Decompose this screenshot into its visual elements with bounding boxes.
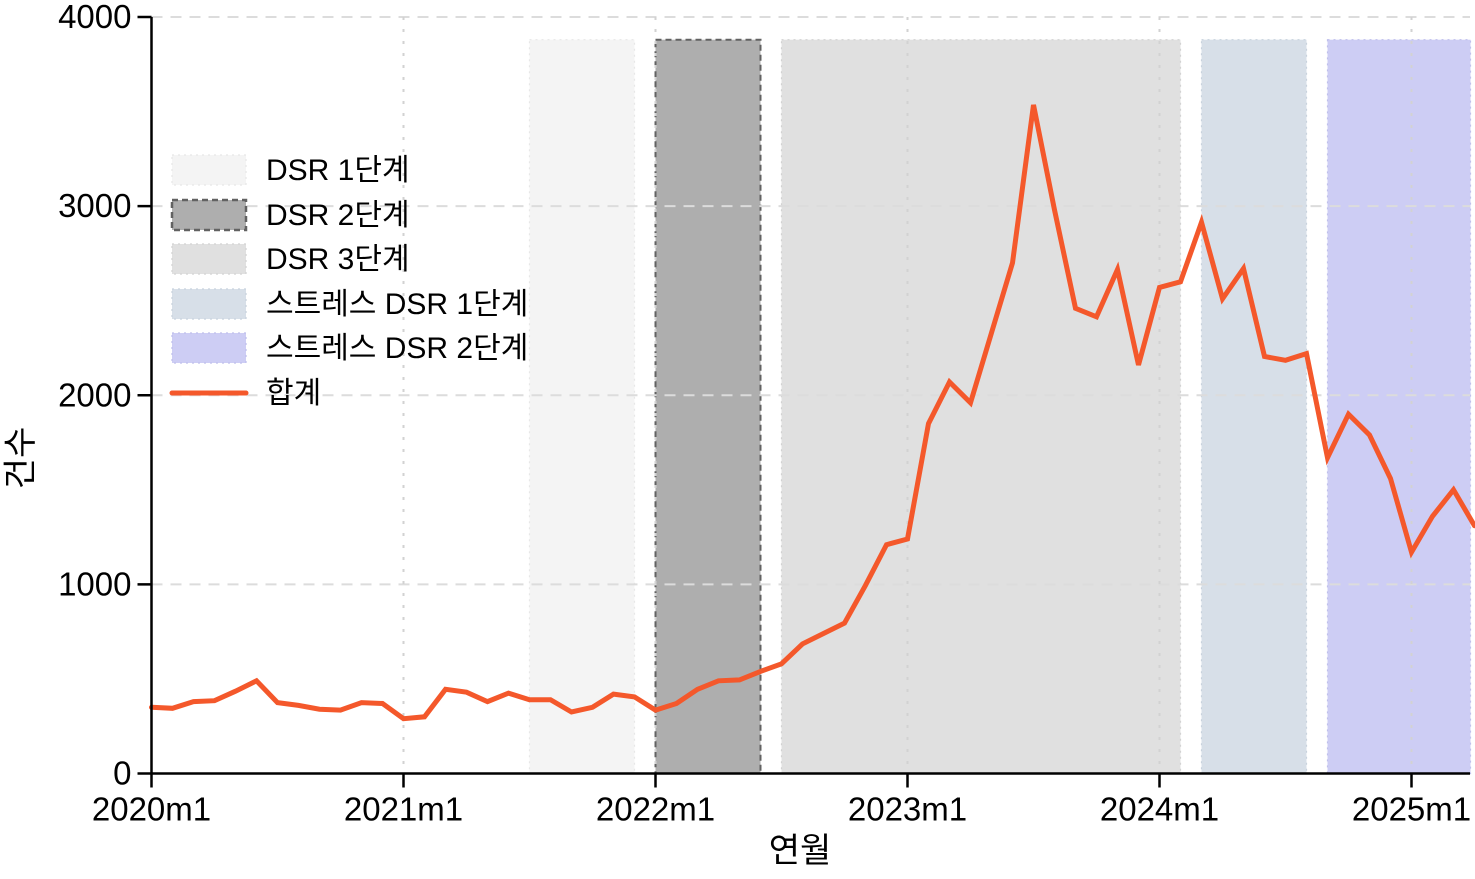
legend-entry-dsr-2: DSR 2단계 [170,198,410,232]
legend-swatch-dsr-1 [171,154,247,186]
legend-entry-stress-dsr-1: 스트레스 DSR 1단계 [171,288,528,321]
gridlines [151,16,1470,774]
x-axis-title: 연월 [769,832,832,870]
x-tick-label-2023m1: 2023m1 [848,791,967,828]
legend-swatch-stress-dsr-1 [171,288,247,320]
legend-entry-total: 합계 [169,377,321,410]
y-tick-label-3000: 3000 [58,187,131,224]
legend-label: DSR 3단계 [266,243,410,276]
x-tick-label-2025m1: 2025m1 [1352,791,1471,828]
band-stress-dsr-2 [1326,39,1472,775]
y-tick-label-4000: 4000 [58,0,131,35]
band-dsr-1 [528,39,636,775]
y-axis-title: 건수 [2,427,40,490]
legend-entry-dsr-3: DSR 3단계 [171,243,410,276]
y-tick-label-2000: 2000 [58,376,131,413]
x-tick-label-2024m1: 2024m1 [1100,791,1219,828]
legend-swatch-stress-dsr-2 [171,332,247,364]
legend-entry-dsr-1: DSR 1단계 [171,154,410,187]
legend-swatch-dsr-2 [170,198,248,232]
y-tick-label-0: 0 [113,755,131,792]
x-tick-label-2020m1: 2020m1 [92,791,211,828]
policy-bands [528,38,1472,775]
total-series-line [149,104,1475,722]
x-tick-label-2021m1: 2021m1 [344,791,463,828]
legend-entry-stress-dsr-2: 스트레스 DSR 2단계 [171,332,528,365]
legend-label: 스트레스 DSR 2단계 [266,332,528,365]
band-stress-dsr-1 [1200,39,1308,775]
legend-label: DSR 2단계 [266,199,410,232]
band-dsr-2 [654,38,762,775]
legend-label: 스트레스 DSR 1단계 [266,288,528,321]
legend-label: 합계 [266,377,321,410]
y-tick-label-1000: 1000 [58,565,131,602]
band-dsr-3 [780,39,1182,775]
x-tick-label-2022m1: 2022m1 [596,791,715,828]
legend-label: DSR 1단계 [266,154,410,187]
legend-swatch-dsr-3 [171,243,247,275]
